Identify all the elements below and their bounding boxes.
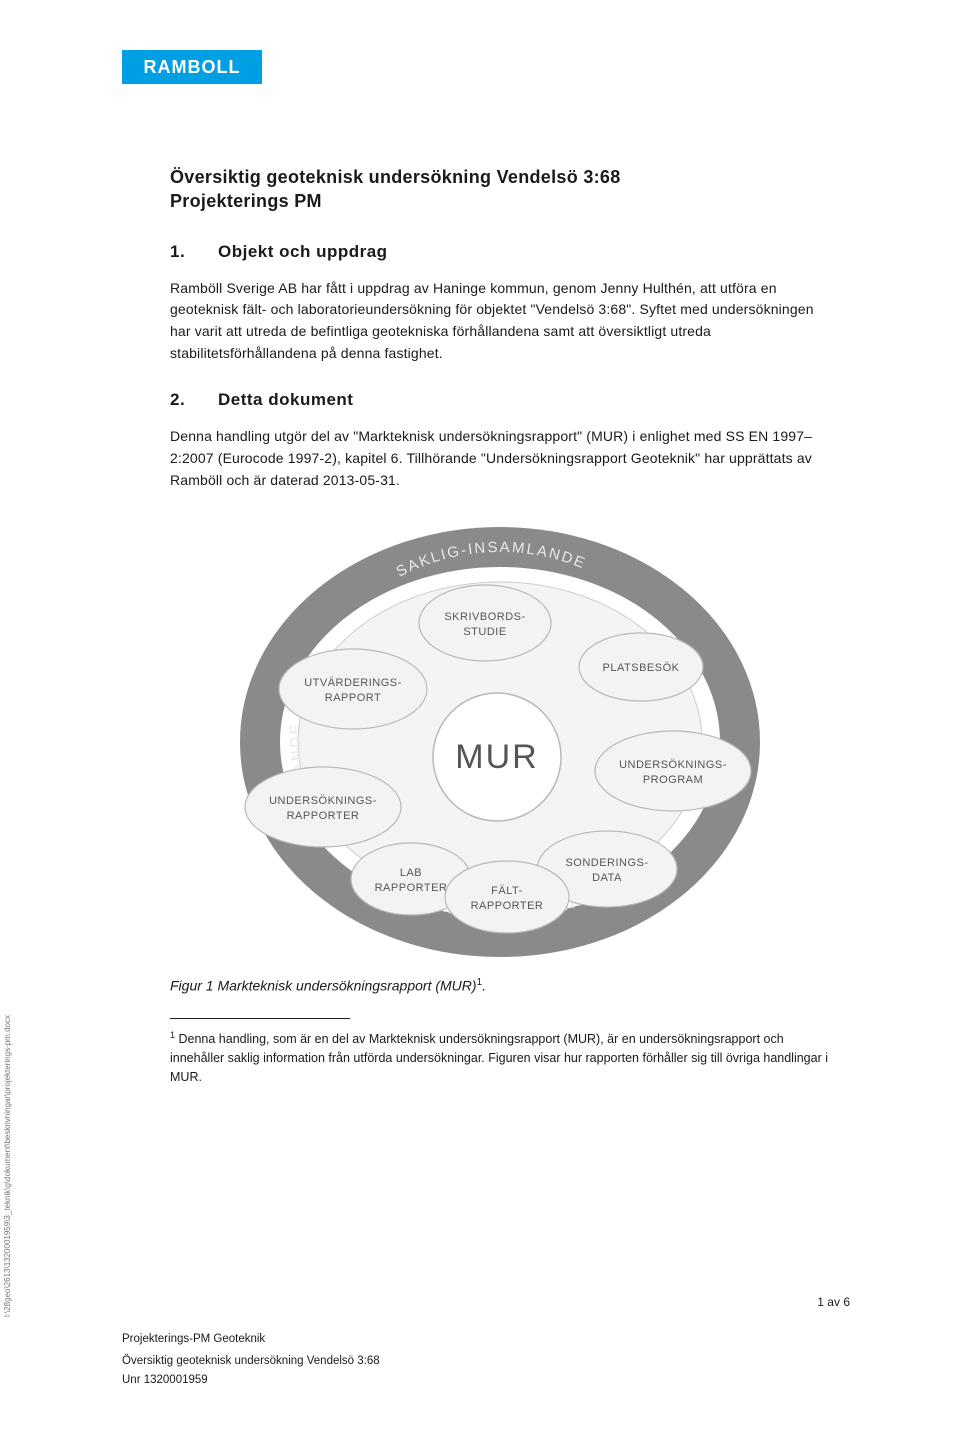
svg-text:SONDERINGS-: SONDERINGS-: [565, 857, 648, 869]
svg-text:UTVÄRDERINGS-: UTVÄRDERINGS-: [304, 677, 402, 689]
footnote: 1 Denna handling, som är en del av Markt…: [170, 1029, 830, 1086]
brand-logo: RAMBOLL: [122, 50, 262, 84]
footer-line-3: Unr 1320001959: [122, 1371, 380, 1389]
svg-text:UNDERSÖKNINGS-: UNDERSÖKNINGS-: [269, 795, 377, 807]
mur-diagram: SAKLIG-INSAMLANDETOLKANDESAKLIG-UNDERSÖK…: [170, 517, 830, 967]
svg-text:MUR: MUR: [455, 738, 538, 776]
svg-text:UNDERSÖKNINGS-: UNDERSÖKNINGS-: [619, 759, 727, 771]
section-2-title: Detta dokument: [218, 390, 353, 410]
svg-text:RAPPORT: RAPPORT: [325, 692, 381, 704]
svg-text:LAB: LAB: [400, 867, 422, 879]
section-1: 1. Objekt och uppdrag Ramböll Sverige AB…: [170, 242, 830, 365]
svg-text:RAPPORTER: RAPPORTER: [287, 810, 360, 822]
document-title-line2: Projekterings PM: [170, 189, 830, 213]
section-2-body: Denna handling utgör del av "Markteknisk…: [170, 426, 830, 491]
section-1-number: 1.: [170, 242, 192, 262]
brand-logo-text: RAMBOLL: [144, 57, 241, 78]
figure-caption: Figur 1 Markteknisk undersökningsrapport…: [170, 977, 830, 994]
svg-text:FÄLT-: FÄLT-: [491, 885, 523, 897]
svg-text:STUDIE: STUDIE: [463, 626, 506, 638]
footnote-text: Denna handling, som är en del av Marktek…: [170, 1032, 828, 1084]
section-2: 2. Detta dokument Denna handling utgör d…: [170, 390, 830, 491]
document-title-line1: Översiktig geoteknisk undersökning Vende…: [170, 165, 830, 189]
footer-line-1: Projekterings-PM Geoteknik: [122, 1330, 380, 1348]
figure-caption-end: .: [482, 978, 486, 994]
svg-text:RAPPORTER: RAPPORTER: [375, 882, 448, 894]
page-number: 1 av 6: [817, 1295, 850, 1309]
document-title: Översiktig geoteknisk undersökning Vende…: [170, 165, 830, 214]
svg-text:SKRIVBORDS-: SKRIVBORDS-: [444, 611, 525, 623]
svg-text:PROGRAM: PROGRAM: [643, 774, 703, 786]
side-filepath: l:\28geo\2613\1320001959\3_teknik\g\doku…: [3, 1015, 12, 1317]
page-content: Översiktig geoteknisk undersökning Vende…: [170, 165, 830, 1086]
svg-text:RAPPORTER: RAPPORTER: [471, 900, 544, 912]
svg-text:PLATSBESÖK: PLATSBESÖK: [603, 662, 680, 674]
page-footer: Projekterings-PM Geoteknik Översiktig ge…: [122, 1330, 380, 1389]
section-1-title: Objekt och uppdrag: [218, 242, 388, 262]
section-1-body: Ramböll Sverige AB har fått i uppdrag av…: [170, 278, 830, 365]
footnote-rule: [170, 1018, 350, 1019]
figure-caption-text: Figur 1 Markteknisk undersökningsrapport…: [170, 978, 477, 994]
footer-line-2: Översiktig geoteknisk undersökning Vende…: [122, 1352, 380, 1370]
section-2-number: 2.: [170, 390, 192, 410]
svg-text:DATA: DATA: [592, 872, 622, 884]
